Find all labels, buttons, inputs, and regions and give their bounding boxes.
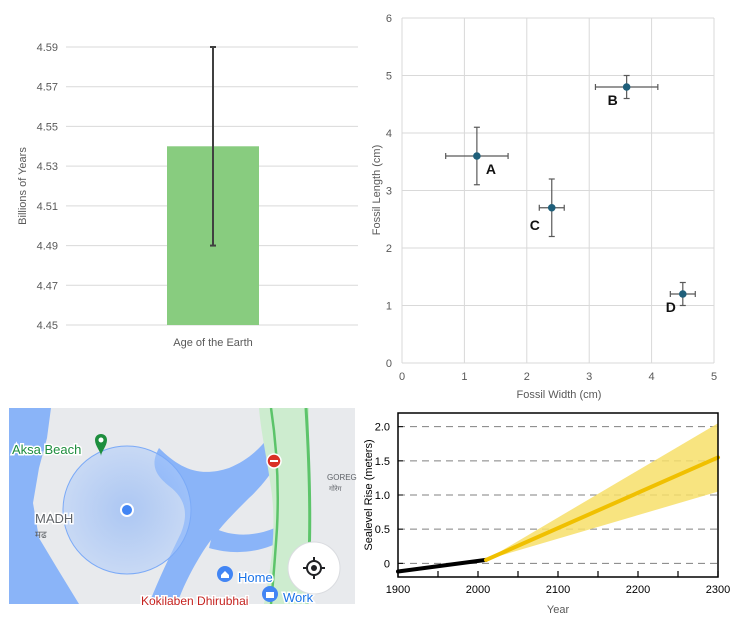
scatter-x-tick-label: 3 <box>586 371 592 383</box>
bar-category-label: Age of the Earth <box>173 337 253 349</box>
scatter-x-tick-label: 0 <box>399 371 405 383</box>
sealevel-y-tick-label: 0.5 <box>375 524 390 536</box>
sealevel-series <box>396 455 720 574</box>
my-location-button[interactable] <box>287 541 341 595</box>
scatter-y-tick-label: 6 <box>386 13 392 25</box>
map-creek-branch <box>209 526 287 553</box>
scatter-point-a <box>473 152 481 160</box>
scatter-y-tick-label: 1 <box>386 301 392 313</box>
scatter-point-c <box>547 203 556 212</box>
scatter-point-label: B <box>608 92 618 108</box>
scatter-y-tick-label: 3 <box>386 186 392 198</box>
scatter-point-label: D <box>666 299 676 315</box>
sealevel-x-axis-title: Year <box>547 604 570 616</box>
blocked-road-icon[interactable] <box>266 453 282 469</box>
scatter-tick-labels: 0 1 2 3 4 5 0 1 2 3 4 5 6 <box>386 13 717 383</box>
map-label-goregaon: GOREG <box>327 473 357 482</box>
scatter-x-tick-label: 4 <box>649 371 655 383</box>
sealevel-y-tick-label: 2.0 <box>375 422 390 434</box>
bar-y-tick-label: 4.47 <box>37 280 58 292</box>
scatter-y-axis-title: Fossil Length (cm) <box>371 145 383 235</box>
sealevel-y-tick-label: 1.5 <box>375 456 390 468</box>
sealevel-uncertainty-area <box>486 423 718 560</box>
sealevel-chart: 0 0.5 1.0 1.5 2.0 1900 2000 2100 2200 2300 Year S… <box>363 412 731 616</box>
sealevel-x-tick-label: 2100 <box>546 584 570 596</box>
sealevel-projected-line <box>484 455 720 562</box>
bar-y-tick-label: 4.53 <box>37 161 58 173</box>
home-pin-icon[interactable] <box>217 566 233 582</box>
scatter-point-d <box>679 290 687 298</box>
sealevel-x-tick-label: 2200 <box>626 584 650 596</box>
scatter-x-axis-title: Fossil Width (cm) <box>517 389 602 401</box>
map-label-madh: MADH <box>35 511 73 526</box>
bar-y-tick-label: 4.51 <box>37 201 58 213</box>
bar-y-tick-label: 4.57 <box>37 82 58 94</box>
scatter-marks: A B C D <box>445 74 696 315</box>
sealevel-x-tick-label: 2000 <box>466 584 490 596</box>
scatter-x-tick-label: 2 <box>524 371 530 383</box>
scatter-x-tick-label: 5 <box>711 371 717 383</box>
scatter-y-tick-label: 2 <box>386 243 392 255</box>
bar-y-tick-label: 4.49 <box>37 241 58 253</box>
sealevel-observed-line <box>396 557 488 574</box>
location-dot-icon <box>120 503 134 517</box>
map-creek <box>149 418 294 604</box>
beach-pin-icon[interactable] <box>95 434 107 456</box>
bar-y-tick-labels: 4.45 4.47 4.49 4.51 4.53 4.55 4.57 4.59 <box>37 42 58 332</box>
map-label-madh-local: मढ <box>35 530 47 541</box>
bar-y-tick-label: 4.45 <box>37 320 58 332</box>
map-label-goregaon-local: गोरेग <box>329 484 343 493</box>
map-label-kokilaben: Kokilaben Dhirubhai <box>141 594 248 608</box>
scatter-chart: 0 1 2 3 4 5 0 1 2 3 4 5 6 A B C D Fossil Width (cm) Fos… <box>371 13 717 401</box>
bar-chart: 4.45 4.47 4.49 4.51 4.53 4.55 4.57 4.59 Age of … <box>17 42 358 349</box>
sealevel-uncertainty-band <box>486 423 718 560</box>
scatter-y-tick-label: 0 <box>386 358 392 370</box>
scatter-y-tick-label: 4 <box>386 128 392 140</box>
bar-y-tick-label: 4.59 <box>37 42 58 54</box>
sealevel-y-tick-label: 1.0 <box>375 490 390 502</box>
scatter-point-label: C <box>530 217 540 233</box>
scatter-point-label: A <box>486 161 496 177</box>
sealevel-y-tick-label: 0 <box>384 558 390 570</box>
my-location-icon <box>303 557 325 579</box>
sealevel-x-tick-label: 2300 <box>706 584 730 596</box>
bar-y-axis-title: Billions of Years <box>17 147 29 225</box>
scatter-gridlines <box>401 17 715 364</box>
sealevel-x-tick-label: 1900 <box>386 584 410 596</box>
work-pin-icon[interactable] <box>262 586 278 602</box>
bar-marks <box>167 46 259 325</box>
map-sea <box>9 408 79 604</box>
map-view[interactable]: Aksa Beach MADH मढ GOREG गोरेग Home Work… <box>9 408 357 610</box>
bar-y-tick-label: 4.55 <box>37 121 58 133</box>
sealevel-y-axis-title: Sealevel Rise (meters) <box>363 439 375 550</box>
map-label-home[interactable]: Home <box>237 569 275 587</box>
scatter-point-b <box>622 83 631 91</box>
map-road <box>269 408 279 604</box>
scatter-y-tick-label: 5 <box>386 71 392 83</box>
scatter-x-tick-label: 1 <box>461 371 467 383</box>
sealevel-tick-labels: 0 0.5 1.0 1.5 2.0 1900 2000 2100 2200 2300 <box>375 422 731 596</box>
map-label-aksa-beach[interactable]: Aksa Beach <box>11 441 83 459</box>
